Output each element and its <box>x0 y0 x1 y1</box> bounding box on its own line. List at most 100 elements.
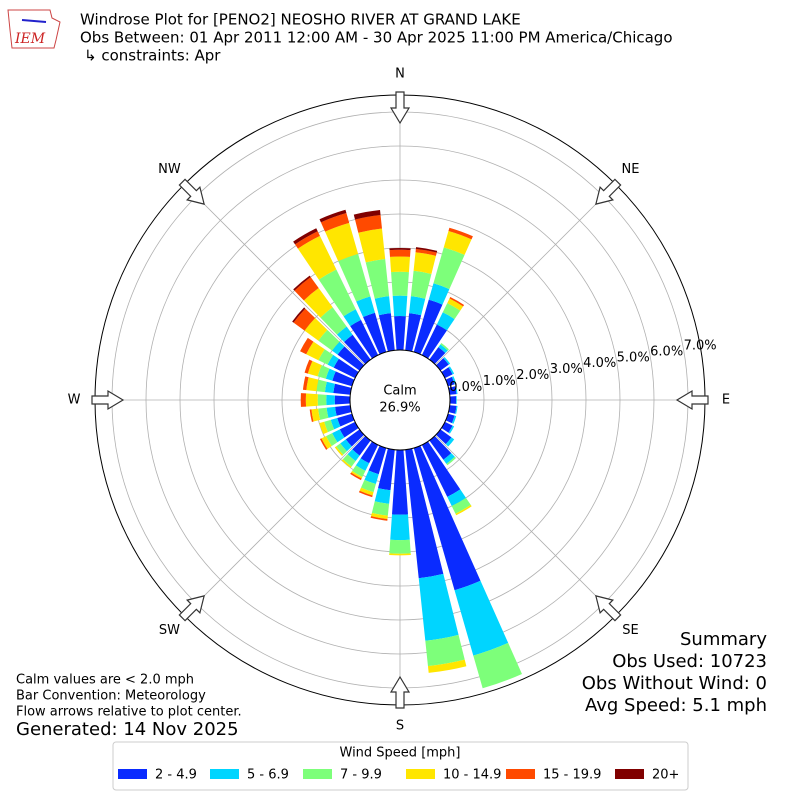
flow-arrow <box>389 675 411 709</box>
flow-arrow <box>595 178 622 205</box>
wind-bar <box>449 296 465 307</box>
legend-label: 2 - 4.9 <box>155 768 197 783</box>
wind-bar <box>441 421 453 433</box>
wind-bar <box>445 376 455 387</box>
summary-line: Summary <box>680 629 767 650</box>
summary-line: Avg Speed: 5.1 mph <box>585 695 767 716</box>
constraints: ↳ constraints: Apr <box>84 47 221 65</box>
wind-bar <box>321 436 332 449</box>
wind-bar <box>319 438 328 450</box>
wind-bar <box>356 296 375 318</box>
legend-label: 5 - 6.9 <box>247 768 289 783</box>
wind-bar <box>429 435 452 460</box>
wind-bar <box>326 394 335 406</box>
wind-bar <box>451 376 457 385</box>
wind-bar <box>429 347 446 365</box>
logo-line <box>21 19 47 23</box>
wind-bar <box>352 465 366 478</box>
wind-bar <box>319 209 347 223</box>
wind-bar <box>351 471 363 479</box>
wind-bar <box>318 269 356 317</box>
wind-bar <box>325 368 336 381</box>
wind-bar <box>443 453 455 464</box>
wind-bar <box>413 299 443 355</box>
grid-spoke <box>184 435 365 616</box>
wind-bar <box>392 295 408 317</box>
wind-bar <box>394 316 406 351</box>
wind-bar <box>445 437 455 447</box>
wind-bar <box>332 429 345 443</box>
r-tick-label: 7.0% <box>684 338 717 353</box>
grid-spoke <box>435 435 616 616</box>
calm-value: 26.9% <box>379 401 420 416</box>
wind-bar <box>378 448 395 491</box>
legend-label: 20+ <box>652 768 679 783</box>
wind-bar <box>425 634 465 667</box>
wind-bar <box>413 445 481 591</box>
wind-bar <box>304 359 313 374</box>
wind-bar <box>413 252 436 274</box>
summary-line: Obs Used: 10723 <box>612 651 767 672</box>
flow-arrow <box>91 389 125 411</box>
wind-bar <box>293 308 316 331</box>
calm-label: Calm <box>383 384 416 399</box>
wind-bar <box>436 312 455 331</box>
calm-circle <box>349 349 451 451</box>
wind-bar <box>451 497 471 514</box>
wind-bar <box>446 456 456 466</box>
wind-bar <box>410 270 432 299</box>
legend-swatch <box>303 769 332 779</box>
wind-bar <box>350 472 362 481</box>
compass-label: SW <box>159 623 180 638</box>
wind-bar <box>454 580 509 656</box>
wind-bar <box>427 659 467 673</box>
wind-bar <box>435 429 452 445</box>
logo-text: IEM <box>14 31 46 47</box>
wind-bar <box>455 386 458 395</box>
legend-swatch <box>615 769 644 779</box>
legend-swatch <box>406 769 435 779</box>
wind-bar <box>360 479 376 493</box>
compass-label: N <box>395 67 405 82</box>
wind-bar <box>334 446 344 456</box>
wind-bar <box>320 307 347 335</box>
flow-arrow <box>178 178 205 205</box>
wind-bar <box>360 441 379 464</box>
r-tick-label: 2.0% <box>516 368 549 383</box>
legend-box <box>112 741 689 791</box>
wind-bar <box>449 396 457 404</box>
wind-bar <box>295 231 320 249</box>
wind-bar <box>306 341 325 361</box>
wind-bar <box>359 487 374 496</box>
wind-bar <box>374 296 391 316</box>
grid-spoke <box>184 184 365 365</box>
wind-bar <box>371 512 388 520</box>
wind-bar <box>330 417 341 430</box>
wind-bar <box>428 283 450 305</box>
wind-bar <box>438 344 448 354</box>
wind-bar <box>409 296 426 316</box>
wind-bar <box>340 439 352 452</box>
logo-outline <box>7 9 61 49</box>
generated: Generated: 14 Nov 2025 <box>16 719 239 740</box>
compass-label: NW <box>158 162 181 177</box>
chart-title: Windrose Plot for [PENO2] NEOSHO RIVER A… <box>80 11 521 29</box>
wind-bar <box>293 228 318 245</box>
wind-bar <box>389 553 411 556</box>
logo: IEM <box>7 9 61 49</box>
wind-bar <box>455 504 472 516</box>
r-tick-label: 4.0% <box>583 356 616 371</box>
wind-bar <box>342 454 356 467</box>
wind-bar <box>371 501 390 516</box>
note: Bar Convention: Meteorology <box>16 689 206 704</box>
wind-bar <box>448 227 473 240</box>
wind-bar <box>302 376 309 391</box>
wind-bar <box>318 349 334 365</box>
wind-bar <box>304 318 328 341</box>
wind-bar <box>448 386 457 395</box>
wind-bar <box>344 334 371 365</box>
wind-bar <box>405 448 444 579</box>
compass-label: SE <box>622 623 638 638</box>
wind-bar <box>300 337 314 355</box>
compass-label: W <box>68 393 81 408</box>
